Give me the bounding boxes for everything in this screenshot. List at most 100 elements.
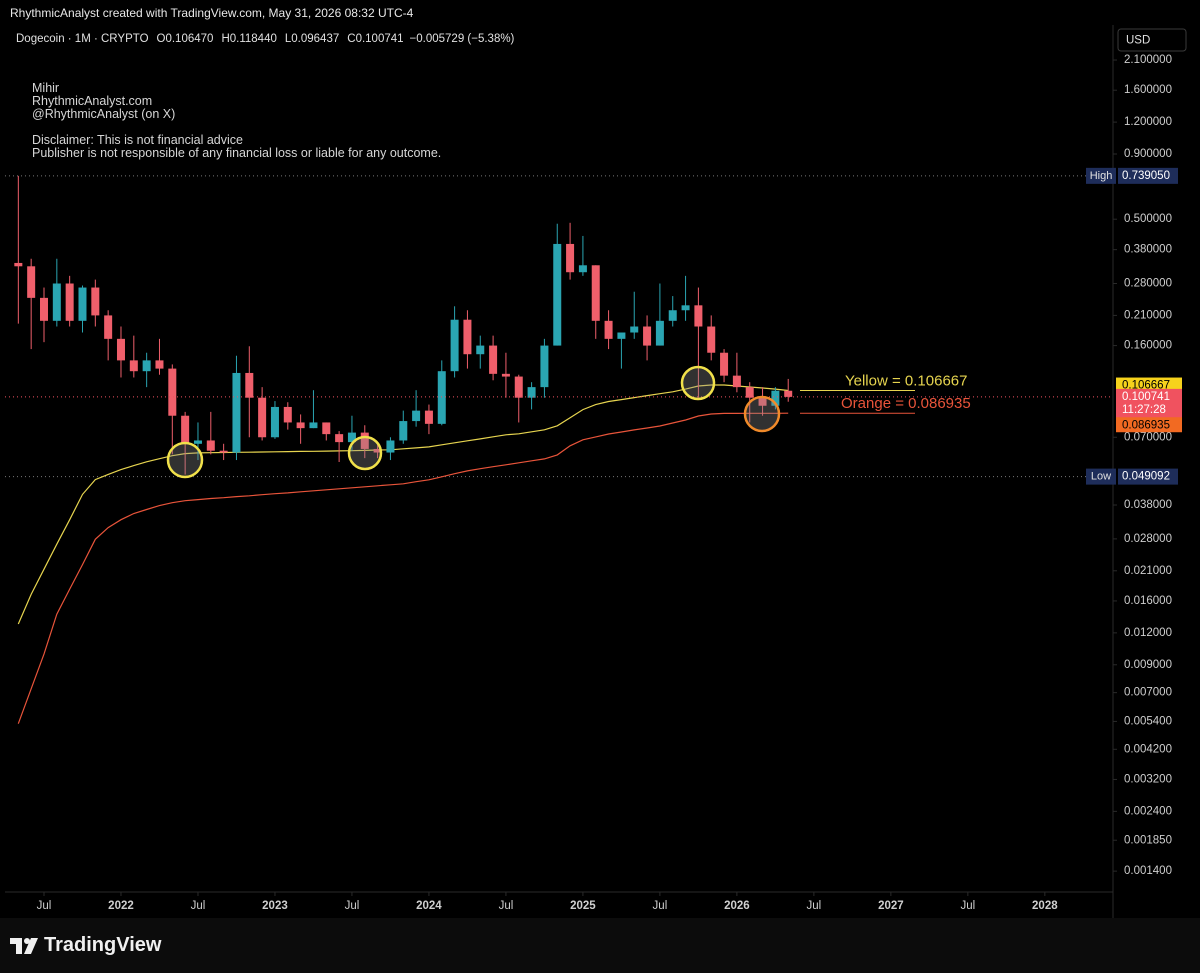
ohlc-value: 0.118440 — [229, 33, 277, 45]
x-tick-label: Jul — [807, 900, 822, 912]
candle-body — [206, 440, 215, 451]
price-label: 0.086935 — [1122, 419, 1170, 431]
candle-body — [142, 360, 151, 372]
x-tick-label: Jul — [345, 900, 360, 912]
highlight-circle — [347, 435, 383, 471]
candle-body — [155, 360, 164, 369]
candle-body — [232, 372, 241, 453]
x-tick-label: Jul — [37, 900, 52, 912]
candle-body — [335, 434, 344, 443]
candle-body — [296, 422, 305, 429]
price-box — [1116, 417, 1182, 433]
candle-body — [104, 315, 113, 339]
candle-body — [732, 375, 741, 388]
candle-body — [591, 265, 600, 321]
y-tick-label: 0.160000 — [1124, 340, 1172, 352]
candle-body — [668, 310, 677, 321]
candle-body — [14, 262, 23, 267]
x-tick-label: Jul — [499, 900, 514, 912]
extreme-name: Low — [1091, 471, 1111, 483]
x-tick-label: Jul — [961, 900, 976, 912]
ohlc-key: C — [347, 33, 356, 45]
countdown: 11:27:28 — [1122, 404, 1166, 416]
candle-body — [412, 410, 421, 422]
ohlc-value: 0.106470 — [165, 33, 214, 45]
symbol: Dogecoin · 1M · CRYPTO — [16, 33, 149, 45]
candle-body — [27, 266, 36, 298]
notes: Mihir RhythmicAnalyst.com @RhythmicAnalyst… — [32, 82, 441, 160]
ohlc-key: H — [221, 33, 230, 45]
note-line: @RhythmicAnalyst (on X) — [32, 107, 176, 121]
candle-body — [347, 432, 356, 443]
note-line: Mihir — [32, 81, 60, 95]
x-tick-label: 2028 — [1032, 900, 1058, 912]
logo-icon — [10, 937, 38, 954]
candle-body — [527, 387, 536, 398]
note-line: RhythmicAnalyst.com — [32, 94, 153, 108]
candle-body — [168, 368, 177, 416]
candle-body — [745, 387, 754, 398]
highlight-circle — [743, 395, 781, 433]
candle-body — [360, 432, 369, 449]
y-tick-label: 0.001850 — [1124, 834, 1172, 846]
candle-body — [643, 326, 652, 346]
candle-body — [707, 326, 716, 353]
y-tick-label: 0.007000 — [1124, 687, 1172, 699]
y-tick-label: 0.005400 — [1124, 715, 1172, 727]
y-tick-label: 1.200000 — [1124, 116, 1172, 128]
candle-body — [78, 287, 87, 321]
currency[interactable]: USD — [1126, 35, 1150, 47]
ohlc-key: L — [284, 33, 292, 45]
footer-band — [0, 918, 1200, 973]
x-tick-label: Jul — [653, 900, 668, 912]
highlight-circle — [680, 365, 716, 401]
candle-body — [617, 332, 626, 339]
extreme-name-box — [1086, 468, 1116, 485]
candle-body — [566, 243, 575, 273]
ohlc-value: 0.100741 — [355, 33, 404, 45]
ohlc-key: O — [156, 33, 166, 45]
y-tick-label: 0.380000 — [1124, 244, 1172, 256]
extreme-value: 0.739050 — [1122, 170, 1170, 182]
candle-body — [386, 440, 395, 453]
price-label: 0.100741 — [1122, 391, 1170, 403]
x-tick-label: 2027 — [878, 900, 904, 912]
y-tick-label: 0.280000 — [1124, 278, 1172, 290]
x-tick-label: Jul — [191, 900, 206, 912]
ohlc-value: 0.096437 — [291, 33, 340, 45]
y-tick-label: 1.600000 — [1124, 84, 1172, 96]
candle-body — [39, 297, 48, 321]
candle-body — [116, 338, 125, 361]
extreme-value: 0.049092 — [1122, 471, 1170, 483]
x-tick-label: 2024 — [416, 900, 442, 912]
candle-body — [219, 450, 228, 453]
y-tick-label: 0.016000 — [1124, 595, 1172, 607]
y-tick-label: 0.002400 — [1124, 805, 1172, 817]
candle-body — [720, 352, 729, 376]
candle-body — [399, 421, 408, 441]
candle-body — [283, 406, 292, 423]
ma-line — [17, 412, 789, 724]
candle-body — [450, 319, 459, 372]
extreme-value-box — [1118, 468, 1178, 485]
candle-body — [553, 243, 562, 346]
note-line: Publisher is not responsible of any fina… — [32, 146, 442, 160]
ma-line — [17, 384, 789, 625]
x-tick-label: 2023 — [262, 900, 288, 912]
candle-body — [322, 422, 331, 435]
logo-text: TradingView — [44, 934, 162, 956]
y-tick-label: 0.070000 — [1124, 431, 1172, 443]
candle-body — [424, 410, 433, 424]
candle-body — [129, 360, 138, 372]
change: −0.005729 (−5.38%) — [409, 33, 515, 45]
candle-body — [604, 320, 613, 339]
ma-annotation: Orange = 0.086935 — [841, 395, 971, 412]
y-tick-label: 0.021000 — [1124, 565, 1172, 577]
candle-body — [578, 265, 587, 273]
currency-box[interactable] — [1117, 28, 1187, 52]
highlight-circle — [166, 441, 204, 479]
x-tick-label: 2022 — [108, 900, 134, 912]
ohlc-legend: Dogecoin · 1M · CRYPTO O 0.106470 H 0.11844… — [16, 33, 514, 45]
y-tick-label: 0.900000 — [1124, 148, 1172, 160]
